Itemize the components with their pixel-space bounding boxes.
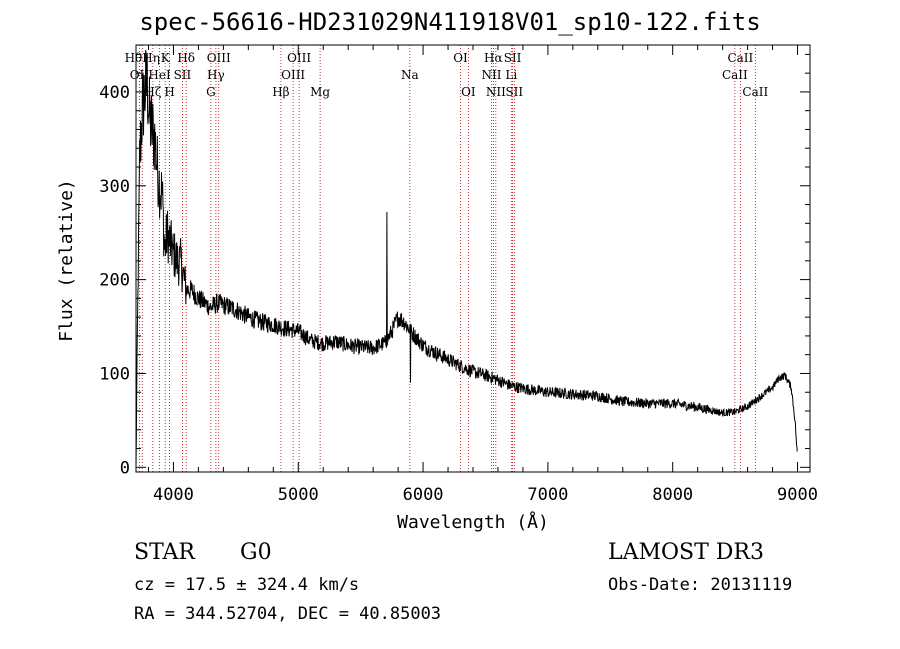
line-label-3: HeI — [148, 68, 171, 82]
line-label-18: NII — [481, 68, 501, 82]
line-label-5: H — [164, 85, 174, 99]
line-label-17: OI — [461, 85, 476, 99]
line-label-10: OIII — [207, 51, 231, 65]
line-label-16: OI — [453, 51, 468, 65]
y-axis-label: Flux (relative) — [56, 179, 77, 342]
x-tick-label-1: 5000 — [278, 485, 319, 505]
line-label-1: HθHη — [125, 51, 160, 65]
coordinates: RA = 344.52704, DEC = 40.85003 — [134, 604, 442, 624]
y-tick-label-3: 300 — [99, 177, 130, 197]
redshift-info: cz = 17.5 ± 324.4 km/s — [134, 575, 360, 595]
object-subclass: G0 — [240, 540, 272, 565]
line-label-4: K — [161, 51, 171, 65]
line-label-25: CaII — [727, 51, 753, 65]
line-label-8: G — [206, 85, 216, 99]
spectral-line-labels: OIIHθHηHζHeIKHSIIHδGHγOIIIHβOIIIOIIIMgNa… — [125, 51, 769, 99]
object-class: STAR — [134, 540, 195, 565]
line-label-7: Hδ — [177, 51, 195, 65]
x-tick-label-5: 9000 — [777, 485, 818, 505]
y-tick-label-1: 100 — [99, 364, 130, 384]
line-label-13: OIII — [287, 51, 311, 65]
spectrum-series-line — [135, 50, 798, 468]
line-label-12: OIII — [281, 68, 305, 82]
chart-title: spec-56616-HD231029N411918V01_sp10-122.f… — [139, 8, 761, 36]
line-label-9: Hγ — [207, 68, 225, 82]
x-axis-label: Wavelength (Å) — [397, 511, 549, 533]
line-label-22: SII — [504, 51, 522, 65]
spectral-line-markers — [138, 45, 756, 472]
y-tick-label-4: 400 — [99, 83, 130, 103]
line-label-15: Na — [401, 68, 419, 82]
x-tick-label-2: 6000 — [403, 485, 444, 505]
y-tick-label-2: 200 — [99, 271, 130, 291]
line-label-23: SII — [505, 85, 523, 99]
line-label-19: Hα — [484, 51, 503, 65]
line-label-11: Hβ — [272, 85, 289, 99]
axis-ticks: 4000 5000 6000 7000 8000 9000 0 100 200 300 400 — [99, 45, 818, 505]
line-label-6: SII — [174, 68, 192, 82]
y-tick-label-0: 0 — [120, 458, 130, 478]
line-label-21: Li — [505, 68, 517, 82]
line-label-14: Mg — [310, 85, 330, 99]
observation-date: Obs-Date: 20131119 — [608, 575, 793, 595]
x-tick-label-3: 7000 — [527, 485, 568, 505]
line-label-2: Hζ — [144, 85, 161, 99]
x-tick-label-4: 8000 — [652, 485, 693, 505]
x-tick-label-0: 4000 — [153, 485, 194, 505]
line-label-20: NII — [486, 85, 506, 99]
line-label-24: CaII — [722, 68, 748, 82]
survey-name: LAMOST DR3 — [608, 540, 764, 565]
line-label-26: CaII — [742, 85, 768, 99]
